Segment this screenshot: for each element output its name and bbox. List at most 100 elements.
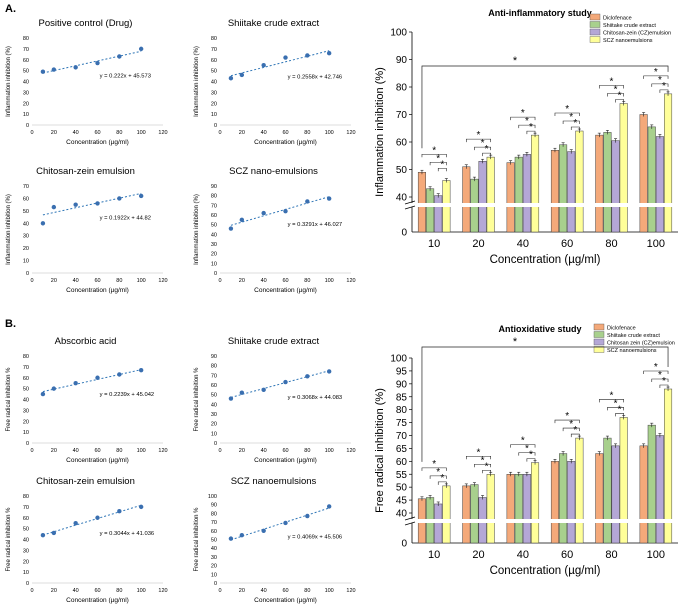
y-tick-label: 80: [211, 36, 217, 42]
bar: [434, 195, 443, 233]
x-tick-label: 100: [137, 448, 146, 454]
data-point: [283, 520, 288, 526]
x-tick-label: 40: [517, 238, 529, 250]
data-point: [117, 509, 122, 514]
trendline-equation: y = 0.2239x + 45.042: [100, 392, 154, 398]
significance-star: *: [610, 390, 614, 401]
y-axis-label: Free radical inhibition %: [194, 507, 200, 572]
data-point: [40, 391, 46, 397]
data-point: [305, 199, 310, 204]
significance-star: *: [432, 145, 436, 156]
bar: [470, 484, 479, 544]
y-tick-label: 20: [211, 101, 217, 107]
data-point: [228, 396, 234, 401]
y-axis-label: Inflammation inhibition (%): [374, 67, 386, 197]
legend-swatch: [589, 28, 601, 36]
trendline: [230, 370, 330, 398]
x-tick-label: 0: [30, 588, 33, 594]
significance-star: *: [565, 411, 569, 422]
x-tick-label: 60: [282, 588, 288, 594]
y-tick-label: 40: [211, 232, 217, 238]
x-tick-label: 80: [116, 278, 122, 284]
trendline-equation: y = 0.222x + 45.573: [100, 73, 151, 79]
trendline: [42, 192, 142, 216]
y-axis-label: Free radical inhibition %: [194, 367, 200, 432]
y-tick-label: 55: [396, 470, 408, 481]
bar: [486, 156, 495, 233]
x-tick-label: 80: [605, 238, 617, 250]
y-tick-label: 40: [23, 398, 29, 404]
data-point: [261, 62, 266, 68]
y-tick-label: 50: [211, 393, 217, 399]
data-point: [228, 536, 234, 541]
significance-bracket: [526, 130, 536, 135]
x-tick-label: 60: [282, 278, 288, 284]
x-tick-label: 0: [218, 588, 221, 594]
significance-bracket: [607, 407, 625, 411]
significance-star: *: [485, 461, 489, 472]
y-tick-label: 10: [23, 570, 29, 576]
x-tick-label: 100: [647, 238, 665, 250]
data-point: [228, 76, 234, 81]
trendline-equation: y = 0.2558x + 42.746: [288, 74, 342, 80]
data-point: [239, 217, 245, 223]
significance-star: *: [477, 130, 481, 141]
significance-star: *: [440, 159, 444, 170]
y-axis-label: Free radical inhibition %: [6, 507, 12, 572]
x-tick-label: 60: [94, 278, 100, 284]
y-tick-label: 60: [23, 58, 29, 64]
bar: [655, 435, 664, 544]
significance-bracket: [465, 455, 492, 460]
bar: [522, 154, 531, 233]
data-point: [283, 55, 288, 60]
y-tick-label: 0: [401, 539, 407, 550]
significance-star: *: [614, 398, 618, 409]
x-tick-label: 80: [304, 448, 310, 454]
panel-label-a: A.: [5, 3, 16, 15]
bar: [575, 130, 584, 233]
x-axis-label: Concentration (µg/ml): [66, 139, 129, 146]
bar: [575, 437, 584, 544]
x-tick-label: 120: [346, 130, 355, 136]
data-point: [117, 372, 122, 377]
significance-star: *: [662, 376, 666, 387]
x-tick-label: 60: [282, 130, 288, 136]
significance-bracket: [465, 138, 492, 143]
trendline-equation: y = 0.3068x + 44.083: [288, 395, 342, 401]
x-tick-label: 20: [51, 278, 57, 284]
bar: [647, 126, 656, 233]
bar: [426, 188, 435, 233]
y-tick-label: 10: [211, 431, 217, 437]
bar: [619, 417, 628, 544]
chart-title: Anti-inflammatory study: [488, 8, 592, 18]
y-axis-label: Free radical inhibition (%): [374, 388, 386, 513]
bar: [559, 453, 568, 544]
x-tick-label: 20: [51, 130, 57, 136]
y-tick-label: 80: [396, 83, 408, 94]
y-tick-label: 70: [23, 505, 29, 511]
data-point: [261, 210, 266, 216]
scatter-chart-ascorbic-acid: Abscorbic acid 0 20 40 60 80 100 120 0 10 20 30 40 50…: [6, 336, 168, 464]
data-point: [261, 528, 266, 533]
significance-bracket: [437, 167, 447, 172]
significance-star: *: [513, 336, 518, 348]
significance-bracket: [554, 419, 580, 424]
y-tick-label: 70: [211, 520, 217, 526]
significance-star: *: [525, 116, 529, 127]
y-tick-label: 60: [23, 196, 29, 202]
significance-star: *: [654, 67, 658, 78]
y-tick-label: 60: [23, 516, 29, 522]
bar: [567, 151, 576, 233]
significance-bracket: [429, 475, 447, 479]
x-tick-label: 40: [517, 549, 529, 561]
x-axis-label: Concentration (µg/ml): [66, 287, 129, 294]
trendline: [230, 50, 330, 77]
x-tick-label: 60: [561, 549, 573, 561]
x-tick-label: 80: [116, 130, 122, 136]
y-tick-label: 70: [211, 47, 217, 53]
data-point: [239, 72, 245, 78]
x-tick-label: 100: [137, 278, 146, 284]
data-point: [138, 46, 144, 52]
x-tick-label: 40: [73, 130, 79, 136]
data-point: [283, 208, 288, 214]
